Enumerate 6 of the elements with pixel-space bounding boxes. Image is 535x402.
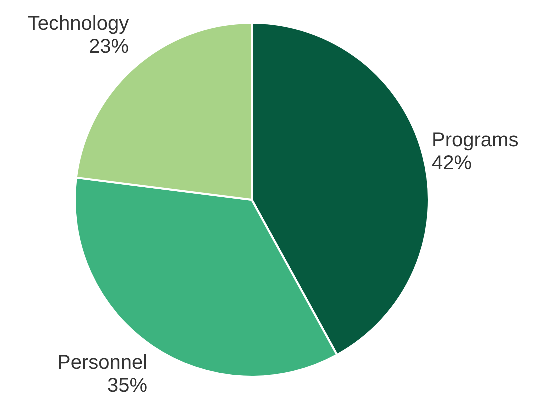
data-label: 42% (432, 152, 472, 174)
slice-label: Programs (432, 129, 519, 152)
data-label: 35% (108, 375, 148, 398)
slice-label: Technology (28, 13, 130, 36)
slice-label: Personnel (57, 352, 148, 374)
data-label: 23% (89, 36, 130, 58)
